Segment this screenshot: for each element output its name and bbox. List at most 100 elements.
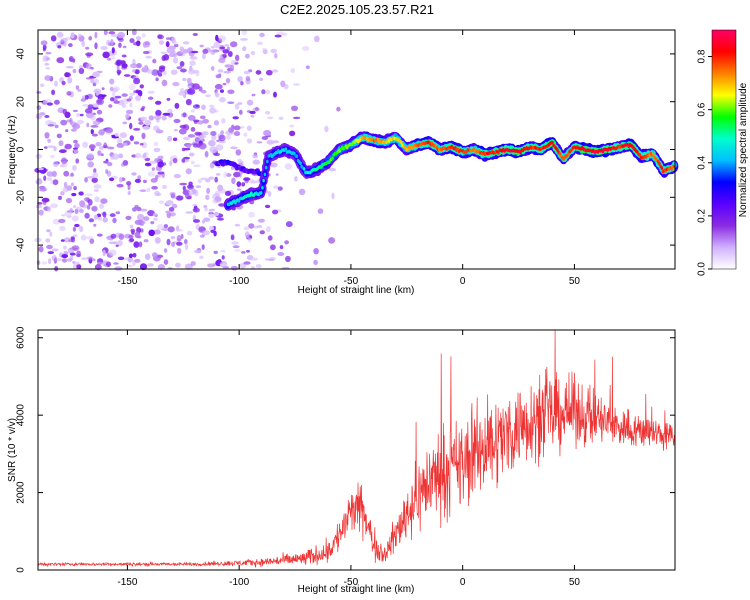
spectrogram-noise-blob: [44, 62, 50, 66]
spectrogram-noise-blob: [173, 174, 181, 179]
spectrogram-noise-blob: [207, 124, 212, 129]
spectrogram-noise-blob: [226, 133, 231, 140]
spectrogram-noise-blob: [139, 263, 148, 271]
spectrogram-noise-blob: [117, 71, 121, 76]
spectrogram-noise-blob: [108, 241, 117, 245]
spectrogram-noise-blob: [218, 35, 226, 42]
spectrogram-noise-blob: [36, 260, 41, 265]
spectrogram-noise-blob: [199, 44, 204, 48]
spectrogram-noise-blob: [279, 245, 284, 250]
spectrogram-noise-blob: [202, 53, 206, 60]
spectrogram-noise-blob: [245, 53, 250, 59]
spectrogram-noise-blob: [85, 46, 90, 50]
spectrogram-noise-blob: [169, 160, 173, 167]
spectrogram-noise-blob: [215, 144, 224, 151]
colorbar: 0.0 0.2 0.4 0.6 0.8 Normalized spectral ampl…: [697, 29, 749, 276]
spectrogram-noise-blob: [179, 88, 185, 93]
spectrogram-noise-blob: [145, 253, 151, 260]
spectrogram-noise-blob: [231, 241, 239, 245]
spectrogram-noise-blob: [86, 111, 94, 119]
spectrogram-noise-blob: [86, 235, 93, 240]
spectrogram-noise-blob: [147, 210, 155, 217]
snr-xlabel: Height of straight line (km): [298, 584, 415, 595]
spectrogram-noise-blob: [259, 32, 265, 38]
spectrogram-noise-blob: [210, 131, 217, 136]
spectrogram-noise-blob: [176, 66, 183, 70]
spectrogram-noise-blob: [46, 244, 53, 250]
spectrogram-noise-blob: [72, 109, 78, 113]
spectrogram-noise-blob: [143, 239, 149, 243]
spectrogram-noise-blob: [36, 105, 42, 111]
spectrogram-noise-blob: [52, 179, 59, 186]
spectrogram-noise-blob: [47, 251, 54, 255]
spectrogram-noise-blob: [220, 89, 224, 93]
spectrogram-noise-blob: [167, 135, 173, 142]
spectrogram-ridge-blob: [284, 147, 288, 151]
spectrogram-noise-blob: [140, 107, 145, 112]
spectrogram-noise-blob: [218, 57, 226, 64]
spectrogram-noise-blob: [240, 81, 244, 86]
spectrogram-noise-blob: [269, 162, 278, 168]
spectrogram-noise-blob: [194, 249, 202, 254]
spectrogram-noise-blob: [142, 50, 150, 55]
spectrogram-noise-blob: [60, 239, 65, 242]
spectrogram-noise-blob: [58, 218, 66, 224]
spectrogram-noise-blob: [67, 77, 73, 84]
spectrogram-noise-blob: [60, 191, 64, 195]
spectrogram-noise-blob: [142, 179, 147, 184]
spectrogram-noise-blob: [134, 219, 142, 225]
spectrogram-noise-blob: [141, 132, 146, 140]
spectrogram-xtick-label: -100: [229, 276, 249, 287]
spectrogram-xlabel: Height of straight line (km): [298, 285, 415, 296]
spectrogram-noise-blob: [250, 257, 258, 261]
spectrogram-noise-blob: [193, 219, 200, 223]
spectrogram-noise-blob: [71, 215, 79, 222]
spectrogram-noise-blob: [290, 68, 295, 74]
spectrogram-noise-blob: [150, 221, 155, 225]
spectrogram-noise-blob: [285, 255, 291, 263]
spectrogram-noise-blob: [205, 94, 211, 98]
spectrogram-noise-blob: [246, 249, 250, 253]
spectrogram-noise-blob: [133, 241, 140, 248]
snr-series-line: [37, 329, 676, 568]
spectrogram-noise-blob: [155, 100, 162, 105]
spectrogram-noise-blob: [35, 204, 43, 209]
spectrogram-noise-blob: [152, 213, 158, 216]
spectrogram-noise-blob: [183, 136, 190, 141]
spectrogram-noise-blob: [183, 147, 191, 151]
spectrogram-noise-blob: [134, 69, 140, 75]
spectrogram-noise-blob: [202, 48, 209, 55]
spectrogram-noise-blob: [234, 223, 241, 227]
spectrogram-noise-blob: [64, 143, 72, 150]
spectrogram-noise-blob: [208, 140, 216, 147]
spectrogram-noise-blob: [115, 244, 119, 247]
spectrogram-ytick-label: -40: [16, 237, 27, 252]
spectrogram-ridge-blob: [262, 178, 265, 183]
spectrogram-noise-blob: [142, 152, 147, 158]
spectrogram-noise-blob: [214, 176, 218, 183]
spectrogram-noise-blob: [148, 229, 155, 237]
spectrogram-noise-blob: [188, 85, 192, 88]
spectrogram-noise-blob: [90, 129, 95, 135]
spectrogram-noise-blob: [213, 120, 220, 126]
spectrogram-noise-blob: [166, 238, 171, 246]
spectrogram-noise-blob: [253, 225, 259, 229]
spectrogram-noise-blob: [257, 41, 263, 45]
spectrogram-noise-blob: [245, 75, 251, 82]
spectrogram-noise-blob: [237, 76, 243, 83]
spectrogram-noise-blob: [161, 227, 169, 231]
spectrogram-noise-blob: [127, 264, 133, 268]
spectrogram-noise-blob: [213, 211, 220, 217]
spectrogram-noise-blob: [273, 91, 277, 98]
spectrogram-noise-blob: [107, 57, 112, 61]
spectrogram-noise-blob: [223, 70, 232, 74]
spectrogram-noise-blob: [137, 213, 145, 221]
spectrogram-noise-blob: [293, 83, 300, 86]
spectrogram-noise-blob: [153, 147, 161, 153]
spectrogram-noise-blob: [195, 70, 200, 77]
spectrogram-noise-blob: [84, 212, 90, 219]
spectrogram-noise-blob: [113, 86, 120, 92]
spectrogram-noise-blob: [56, 133, 62, 139]
spectrogram-noise-blob: [81, 40, 86, 47]
spectrogram-noise-blob: [239, 109, 243, 115]
